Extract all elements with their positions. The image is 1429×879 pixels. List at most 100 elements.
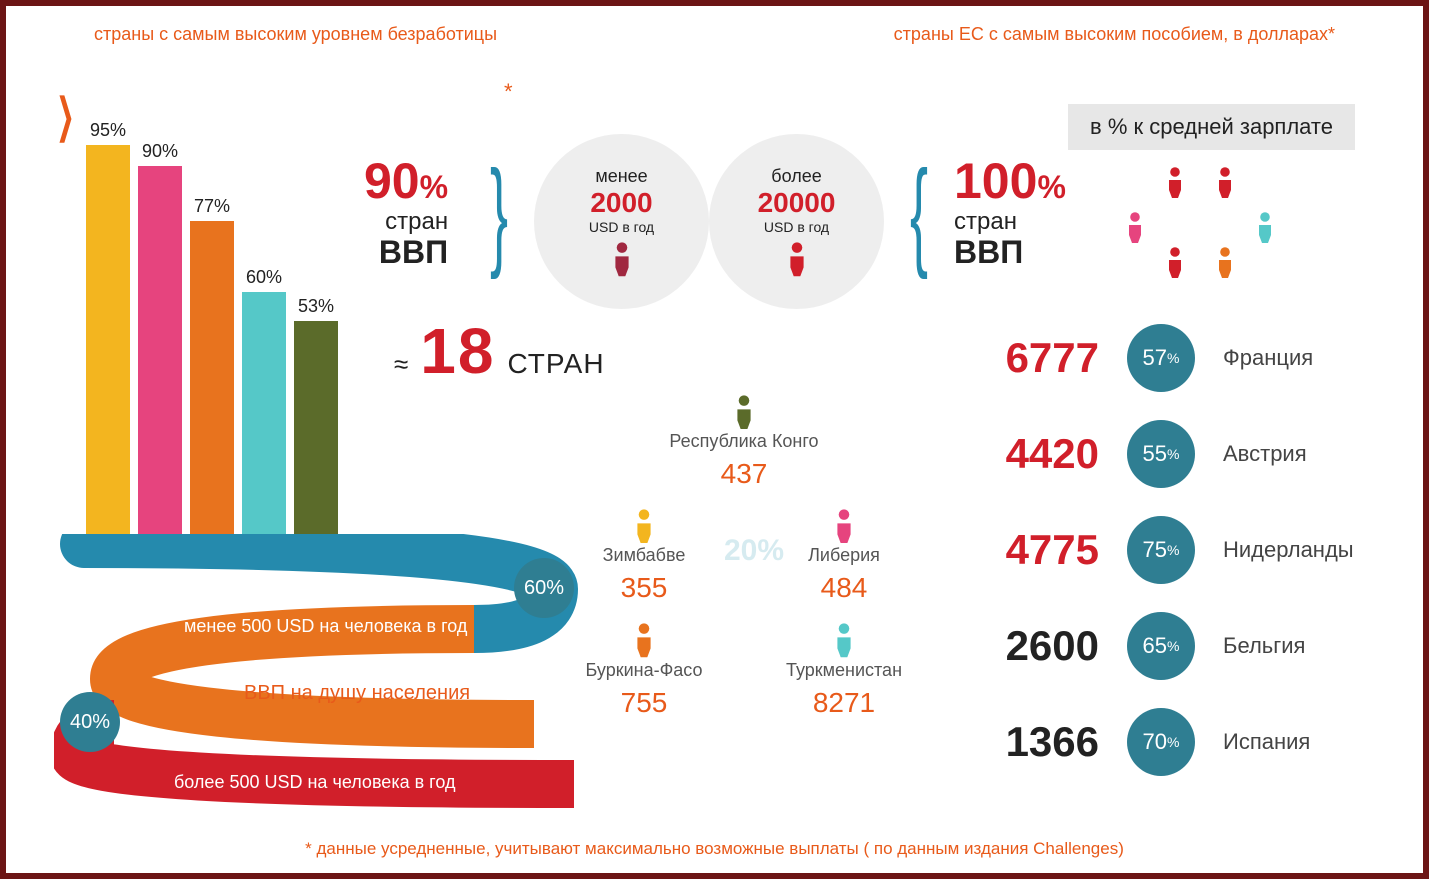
eu-pct-bubble: 70% (1127, 708, 1195, 776)
people-icon (1165, 164, 1185, 198)
venn-c2-top: более (771, 166, 821, 187)
gdp-country-name: Буркина-Фасо (564, 660, 724, 681)
venn-circle-more: более 20000 USD в год (709, 134, 884, 309)
gdp-country-value: 8271 (764, 687, 924, 719)
bar-rect-3 (242, 292, 286, 544)
eu-pct-bubble: 75% (1127, 516, 1195, 584)
people-icon (1215, 164, 1235, 198)
gdp-country-value: 484 (764, 572, 924, 604)
eighteen-countries: ≈ 18 СТРАН (394, 314, 605, 388)
eu-amount: 1366 (959, 718, 1099, 766)
gdp-right-line2: стран (954, 209, 1066, 235)
brace-right-icon: { (910, 144, 928, 282)
ghost-percent: 20% (724, 534, 784, 568)
bar-1: 90% (136, 141, 184, 544)
gdp-summary-left: 90% стран ВВП (364, 154, 448, 271)
bar-label-4: 53% (298, 296, 334, 317)
flow-label-less-500: менее 500 USD на человека в год (184, 616, 467, 637)
bar-2: 77% (188, 196, 236, 544)
bar-0: 95% (84, 120, 132, 544)
gdp-person-icon (764, 622, 924, 657)
venn-c1-usd: USD в год (589, 219, 654, 235)
venn-circle-less: менее 2000 USD в год (534, 134, 709, 309)
gdp-country-item: Республика Конго 437 (664, 394, 824, 490)
gdp-summary-right: 100% стран ВВП (954, 154, 1066, 271)
gdp-person-icon (564, 622, 724, 657)
eu-amount: 6777 (959, 334, 1099, 382)
flow-label-more-500: более 500 USD на человека в год (174, 772, 455, 793)
bar-4: 53% (292, 296, 340, 544)
eu-country: Нидерланды (1223, 537, 1354, 563)
eu-amount: 2600 (959, 622, 1099, 670)
gdp-country-item: Зимбабве 355 (564, 508, 724, 604)
unemployment-bar-chart: 95% 90% 77% 60% 53% (84, 84, 344, 544)
gdp-left-pct: % (420, 169, 448, 205)
eighteen-word: СТРАН (507, 348, 604, 380)
bar-label-0: 95% (90, 120, 126, 141)
venn-c1-top: менее (595, 166, 647, 187)
bar-rect-2 (190, 221, 234, 544)
gdp-right-line3: ВВП (954, 235, 1066, 270)
venn-diagram: менее 2000 USD в год более 20000 USD в г… (534, 134, 894, 314)
people-icon (1255, 209, 1275, 243)
eu-row: 1366 70% Испания (959, 708, 1399, 776)
people-icon (1165, 244, 1185, 278)
venn-c1-num: 2000 (590, 187, 652, 219)
eu-country: Бельгия (1223, 633, 1305, 659)
flow-bubble-60: 60% (514, 558, 574, 618)
gdp-country-value: 755 (564, 687, 724, 719)
bar-rect-1 (138, 166, 182, 544)
gdp-country-name: Зимбабве (564, 545, 724, 566)
gdp-country-name: Либерия (764, 545, 924, 566)
gdp-country-item: Туркменистан 8271 (764, 622, 924, 718)
gdp-right-number: 100 (954, 153, 1037, 209)
bar-rect-0 (86, 145, 130, 544)
eu-country: Франция (1223, 345, 1313, 371)
gdp-country-item: Либерия 484 (764, 508, 924, 604)
gdp-person-icon (764, 508, 924, 543)
flow-label-mid: ВВП на душу населения (244, 682, 470, 705)
venn-c1-person-icon (611, 241, 633, 276)
eu-row: 6777 57% Франция (959, 324, 1399, 392)
gdp-country-name: Туркменистан (764, 660, 924, 681)
eu-row: 4420 55% Австрия (959, 420, 1399, 488)
eu-country: Испания (1223, 729, 1310, 755)
eu-row: 477575%Нидерланды (959, 516, 1399, 584)
gdp-right-pct: % (1037, 169, 1065, 205)
gdp-left-number: 90 (364, 153, 420, 209)
eighteen-num: 18 (420, 314, 495, 388)
gdp-per-capita-flow: 60% менее 500 USD на человека в год 40% … (54, 534, 584, 814)
bar-label-1: 90% (142, 141, 178, 162)
bar-3: 60% (240, 267, 288, 544)
venn-c2-usd: USD в год (764, 219, 829, 235)
gdp-country-name: Республика Конго (664, 431, 824, 452)
eu-row: 260065%Бельгия (959, 612, 1399, 680)
eu-amount: 4420 (959, 430, 1099, 478)
gdp-country-item: Буркина-Фасо 755 (564, 622, 724, 718)
people-icon (1215, 244, 1235, 278)
gdp-left-line3: ВВП (364, 235, 448, 270)
bar-label-2: 77% (194, 196, 230, 217)
venn-c2-person-icon (786, 241, 808, 276)
sidebar-header: в % к средней зарплате (1068, 104, 1355, 150)
eu-pct-bubble: 57% (1127, 324, 1195, 392)
venn-c2-num: 20000 (758, 187, 836, 219)
approx-sign: ≈ (394, 349, 408, 380)
gdp-person-icon (664, 394, 824, 429)
chevron-icon: ❭ (54, 88, 77, 142)
asterisk-mark: * (504, 79, 513, 105)
gdp-person-icon (564, 508, 724, 543)
people-cluster (1105, 164, 1305, 284)
gdp-country-value: 437 (664, 458, 824, 490)
brace-left-icon: } (490, 144, 508, 282)
eu-pct-bubble: 55% (1127, 420, 1195, 488)
header-right: страны ЕС с самым высоким пособием, в до… (894, 24, 1335, 45)
eu-country: Австрия (1223, 441, 1307, 467)
gdp-country-value: 355 (564, 572, 724, 604)
flow-bubble-40: 40% (60, 692, 120, 752)
eu-benefit-list: 677757%Франция442055%Австрия477575%Нидер… (959, 324, 1399, 804)
bar-rect-4 (294, 321, 338, 544)
gdp-left-line2: стран (364, 209, 448, 235)
header-left: страны с самым высоким уровнем безработи… (94, 24, 497, 45)
footnote: * данные усредненные, учитывают максимал… (14, 839, 1415, 859)
